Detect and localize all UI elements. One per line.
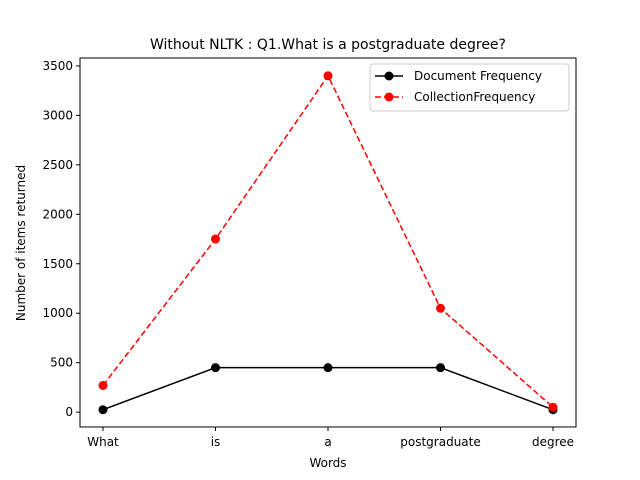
legend-marker-1 [384,92,394,102]
data-point [211,234,220,244]
y-tick-label: 1000 [42,306,73,320]
x-axis-label: Words [309,456,346,470]
legend-marker-0 [384,71,394,81]
data-point [98,405,108,415]
y-axis-label: Number of items returned [14,165,28,321]
x-tick-label: a [324,435,331,449]
y-axis: 0 500 1000 1500 2000 2500 3000 3500 [42,59,80,419]
x-tick-label: degree [532,435,574,449]
series-points [98,71,558,415]
chart-title: Without NLTK : Q1.What is a postgraduate… [150,37,506,53]
x-tick-label: What [87,435,119,449]
legend-label-0: Document Frequency [414,69,542,83]
series-line-0 [102,366,554,411]
y-tick-label: 0 [65,405,73,419]
x-tick-label: is [211,435,221,449]
legend: Document Frequency CollectionFrequency [369,63,570,112]
data-point [548,402,558,412]
data-point [436,363,445,373]
legend-box [369,63,570,112]
y-tick-label: 2000 [42,207,73,221]
y-tick-label: 3500 [42,59,73,73]
data-point [436,303,445,313]
series-line-1 [102,74,554,408]
legend-label-1: CollectionFrequency [414,90,535,104]
series-lines [102,74,554,411]
x-axis: What is a postgraduate degree [87,427,574,449]
data-point [211,363,220,373]
y-tick-label: 3000 [42,108,73,122]
data-point [323,71,333,81]
y-tick-label: 2500 [42,158,73,172]
data-point [323,363,333,373]
y-tick-label: 1500 [42,257,73,271]
y-tick-label: 500 [50,356,73,370]
data-point [98,380,108,390]
x-tick-label: postgraduate [400,435,480,449]
